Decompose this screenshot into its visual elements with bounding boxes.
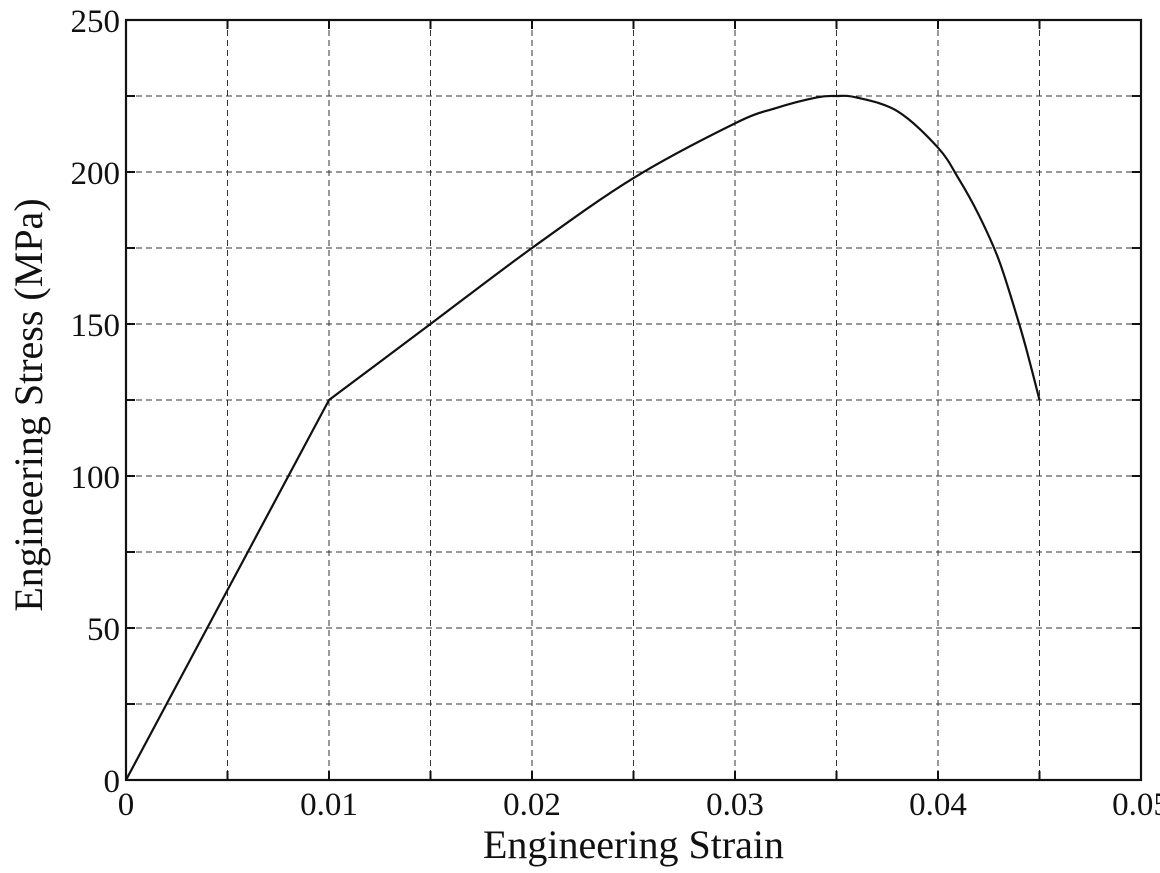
y-tick-labels: 0 50 100 150 200 250 [71,4,121,800]
y-tick-label: 200 [71,156,121,192]
grid-layer [126,20,1141,780]
x-tick-label: 0.04 [909,787,967,823]
x-tick-label: 0.03 [706,787,764,823]
plot-frame [124,18,1143,782]
x-tick-label: 0.01 [300,787,358,823]
x-axis-title: Engineering Strain [483,822,784,867]
x-tick-label: 0.02 [503,787,561,823]
y-tick-label: 150 [71,308,121,344]
y-tick-label: 100 [71,460,121,496]
series-layer [125,94,1041,781]
x-tick-labels: 0 0.01 0.02 0.03 0.04 0.05 [118,787,1160,823]
y-tick-label: 0 [104,764,121,800]
y-axis-title: Engineering Stress (MPa) [6,198,51,611]
x-tick-label: 0.05 [1112,787,1160,823]
y-tick-label: 250 [71,4,121,40]
y-tick-label: 50 [87,612,120,648]
stress-strain-curve [125,94,1041,781]
tick-layer [125,19,1142,781]
x-tick-label: 0 [118,787,135,823]
